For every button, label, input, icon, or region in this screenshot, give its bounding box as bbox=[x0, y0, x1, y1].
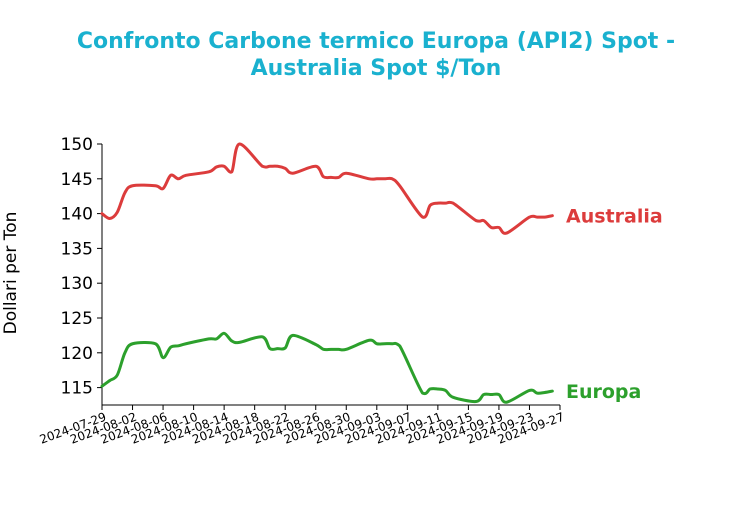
y-axis-label: Dollari per Ton bbox=[1, 212, 21, 335]
chart-title-line-1: Confronto Carbone termico Europa (API2) … bbox=[77, 29, 675, 54]
y-tick-label: 140 bbox=[61, 205, 93, 225]
series-label-australia: Australia bbox=[566, 206, 663, 228]
series-label-europa: Europa bbox=[566, 381, 641, 403]
y-tick-label: 115 bbox=[61, 379, 93, 399]
y-tick-label: 125 bbox=[61, 309, 93, 329]
y-tick-label: 150 bbox=[61, 135, 93, 155]
x-axis: 2024-07-292024-08-022024-08-062024-08-10… bbox=[38, 404, 566, 447]
y-tick-label: 120 bbox=[61, 344, 93, 364]
y-axis: 115 120 125 130 135 140 145 150 bbox=[61, 135, 103, 405]
y-tick-label: 130 bbox=[61, 274, 93, 294]
series-line-australia bbox=[100, 142, 554, 235]
series-line-europa bbox=[100, 331, 554, 404]
y-tick-label: 135 bbox=[61, 239, 93, 259]
series-labels: Australia Europa bbox=[566, 206, 663, 403]
y-tick-label: 145 bbox=[61, 170, 93, 190]
chart-title-line-2: Australia Spot $/Ton bbox=[251, 56, 502, 81]
series-layer bbox=[100, 142, 554, 404]
